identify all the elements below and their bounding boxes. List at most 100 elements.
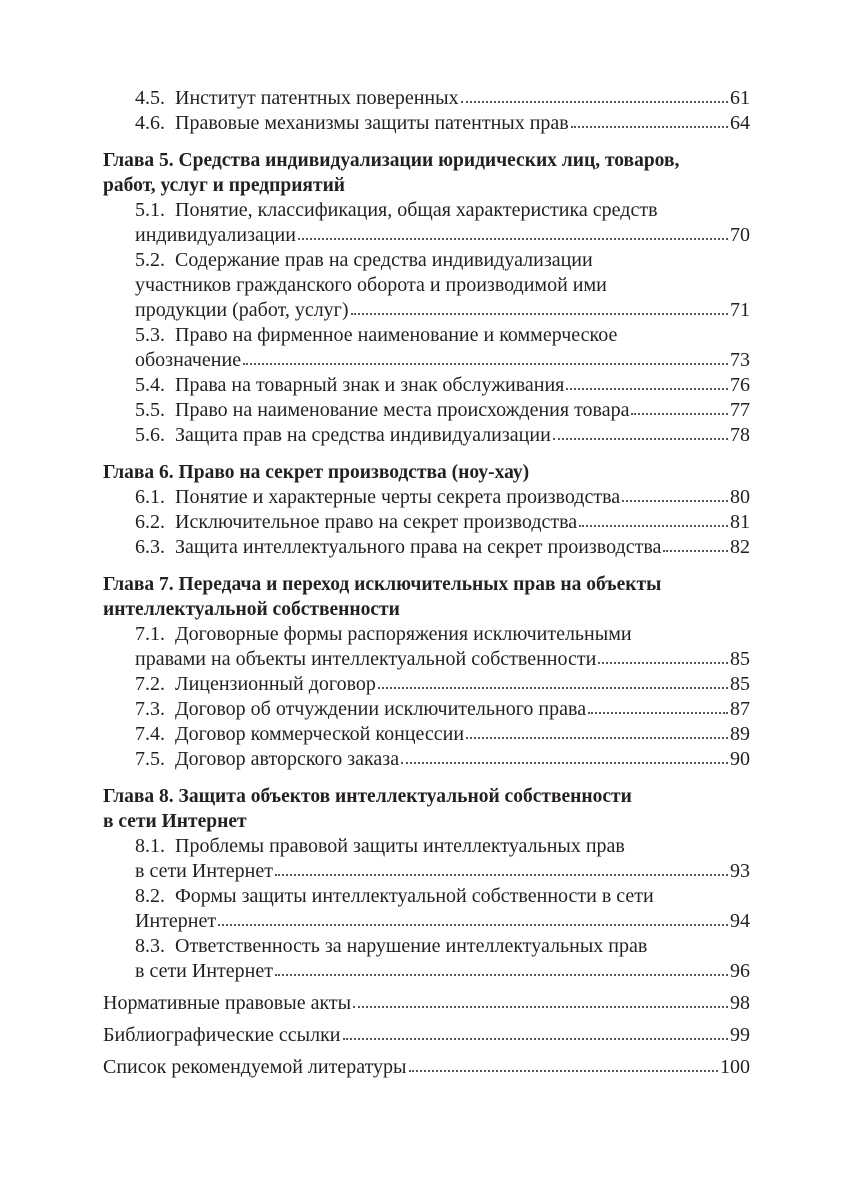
toc-entry[interactable]: 5.5. Право на наименование места происхо… xyxy=(103,398,750,423)
toc-line: Интернет 94 xyxy=(103,909,750,934)
page-number: 81 xyxy=(730,511,750,533)
toc-line: Глава 6. Право на секрет производства (н… xyxy=(103,460,750,485)
page-number: 80 xyxy=(730,486,750,508)
entry-title: работ, услуг и предприятий xyxy=(103,175,346,196)
chapter-heading: Глава 6. Право на секрет производства (н… xyxy=(103,460,750,485)
dot-leader xyxy=(466,737,728,739)
toc-entry[interactable]: 7.5. Договор авторского заказа 90 xyxy=(103,747,750,772)
entry-title: 5.6. Защита прав на средства индивидуали… xyxy=(135,424,551,446)
entry-title: Библиографические ссылки xyxy=(103,1024,341,1046)
toc-line: 7.3. Договор об отчуждении исключительно… xyxy=(103,697,750,722)
entry-title: 4.6. Правовые механизмы защиты патентных… xyxy=(135,112,569,134)
entry-title: 4.5. Институт патентных поверенных xyxy=(135,87,459,109)
toc-line: продукции (работ, услуг) 71 xyxy=(103,298,750,323)
entry-title: индивидуализации xyxy=(135,224,296,246)
page-number: 76 xyxy=(730,374,750,396)
toc-line: Список рекомендуемой литературы 100 xyxy=(103,1055,750,1080)
dot-leader xyxy=(663,550,728,552)
dot-leader xyxy=(243,363,728,365)
toc-line: 5.2. Содержание прав на средства индивид… xyxy=(103,248,750,273)
entry-title: 5.1. Понятие, классификация, общая харак… xyxy=(135,199,658,221)
entry-title: 6.1. Понятие и характерные черты секрета… xyxy=(135,486,621,508)
toc-entry[interactable]: 4.5. Институт патентных поверенных 61 xyxy=(103,86,750,111)
entry-title: Глава 7. Передача и переход исключительн… xyxy=(103,574,662,595)
toc-line: 6.1. Понятие и характерные черты секрета… xyxy=(103,485,750,510)
toc-line: Нормативные правовые акты 98 xyxy=(103,991,750,1016)
entry-title: интеллектуальной собственности xyxy=(103,599,400,620)
toc-line: участников гражданского оборота и произв… xyxy=(103,273,750,298)
page-number: 85 xyxy=(730,648,750,670)
dot-leader xyxy=(297,238,728,240)
page-number: 71 xyxy=(730,299,750,321)
entry-title: Интернет xyxy=(135,910,217,932)
toc-entry[interactable]: Библиографические ссылки 99 xyxy=(103,1023,750,1048)
toc-entry[interactable]: 6.2. Исключительное право на секрет прои… xyxy=(103,510,750,535)
toc-entry[interactable]: 5.4. Права на товарный знак и знак обслу… xyxy=(103,373,750,398)
entry-title: Глава 5. Средства индивидуализации юриди… xyxy=(103,150,680,171)
entry-title: 7.2. Лицензионный договор xyxy=(135,673,376,695)
toc-entry[interactable]: 6.3. Защита интеллектуального права на с… xyxy=(103,535,750,560)
page-number: 89 xyxy=(730,723,750,745)
toc-line: обозначение 73 xyxy=(103,348,750,373)
dot-leader xyxy=(570,126,728,128)
toc-entry[interactable]: 5.1. Понятие, классификация, общая харак… xyxy=(103,198,750,248)
toc-entry[interactable]: 5.3. Право на фирменное наименование и к… xyxy=(103,323,750,373)
toc-line: 4.6. Правовые механизмы защиты патентных… xyxy=(103,111,750,136)
page-number: 64 xyxy=(730,112,750,134)
chapter-heading: Глава 7. Передача и переход исключительн… xyxy=(103,572,750,622)
toc-line: 5.3. Право на фирменное наименование и к… xyxy=(103,323,750,348)
dot-leader xyxy=(622,500,728,502)
dot-leader xyxy=(274,874,728,876)
page-number: 73 xyxy=(730,349,750,371)
toc-entry[interactable]: Нормативные правовые акты 98 xyxy=(103,991,750,1016)
toc-entry[interactable]: 5.2. Содержание прав на средства индивид… xyxy=(103,248,750,323)
page-number: 100 xyxy=(720,1056,750,1078)
toc-entry[interactable]: 8.2. Формы защиты интеллектуальной собст… xyxy=(103,884,750,934)
entry-title: 7.5. Договор авторского заказа xyxy=(135,748,400,770)
page-number: 93 xyxy=(730,860,750,882)
entry-title: 6.2. Исключительное право на секрет прои… xyxy=(135,511,578,533)
toc-entry[interactable]: 6.1. Понятие и характерные черты секрета… xyxy=(103,485,750,510)
page-number: 87 xyxy=(730,698,750,720)
toc-entry[interactable]: 7.2. Лицензионный договор 85 xyxy=(103,672,750,697)
toc-line: 7.2. Лицензионный договор 85 xyxy=(103,672,750,697)
dot-leader xyxy=(579,525,728,527)
toc-entry[interactable]: 8.3. Ответственность за нарушение интелл… xyxy=(103,934,750,984)
dot-leader xyxy=(460,101,728,103)
toc-line: 8.1. Проблемы правовой защиты интеллекту… xyxy=(103,834,750,859)
toc-entry[interactable]: Список рекомендуемой литературы 100 xyxy=(103,1055,750,1080)
toc-line: в сети Интернет 96 xyxy=(103,959,750,984)
toc-line: 6.2. Исключительное право на секрет прои… xyxy=(103,510,750,535)
entry-title: 5.2. Содержание прав на средства индивид… xyxy=(135,249,593,271)
dot-leader xyxy=(566,388,728,390)
dot-leader xyxy=(401,762,728,764)
page-number: 82 xyxy=(730,536,750,558)
dot-leader xyxy=(218,924,728,926)
dot-leader xyxy=(598,662,728,664)
toc-line: 5.6. Защита прав на средства индивидуали… xyxy=(103,423,750,448)
page-number: 77 xyxy=(730,399,750,421)
toc-entry[interactable]: 7.4. Договор коммерческой концессии 89 xyxy=(103,722,750,747)
toc-entry[interactable]: 7.1. Договорные формы распоряжения исклю… xyxy=(103,622,750,672)
entry-title: в сети Интернет xyxy=(103,811,247,832)
toc-line: в сети Интернет xyxy=(103,809,750,834)
toc-entry[interactable]: 8.1. Проблемы правовой защиты интеллекту… xyxy=(103,834,750,884)
toc-line: 7.5. Договор авторского заказа 90 xyxy=(103,747,750,772)
toc-entry[interactable]: 7.3. Договор об отчуждении исключительно… xyxy=(103,697,750,722)
page-number: 94 xyxy=(730,910,750,932)
page-number: 96 xyxy=(730,960,750,982)
dot-leader xyxy=(342,1038,728,1040)
toc-entry[interactable]: 4.6. Правовые механизмы защиты патентных… xyxy=(103,111,750,136)
entry-title: 5.4. Права на товарный знак и знак обслу… xyxy=(135,374,565,396)
toc-line: индивидуализации 70 xyxy=(103,223,750,248)
entry-title: участников гражданского оборота и произв… xyxy=(135,274,607,296)
dot-leader xyxy=(274,974,728,976)
toc-entry[interactable]: 5.6. Защита прав на средства индивидуали… xyxy=(103,423,750,448)
entry-title: обозначение xyxy=(135,349,242,371)
entry-title: 8.2. Формы защиты интеллектуальной собст… xyxy=(135,885,654,907)
page-number: 61 xyxy=(730,87,750,109)
page-number: 99 xyxy=(730,1024,750,1046)
toc-line: 5.1. Понятие, классификация, общая харак… xyxy=(103,198,750,223)
toc-line: правами на объекты интеллектуальной собс… xyxy=(103,647,750,672)
dot-leader xyxy=(588,712,728,714)
